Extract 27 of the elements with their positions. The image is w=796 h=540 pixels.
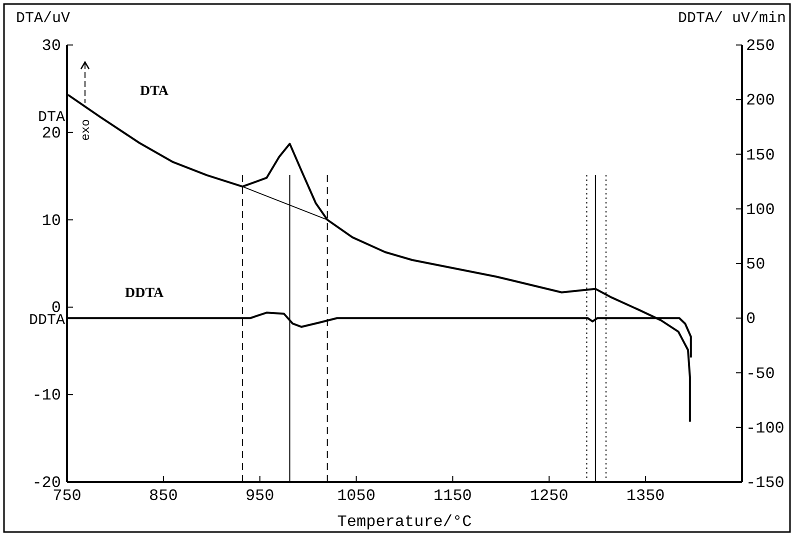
y-axis-title: DTA/uV [16,10,70,27]
y-tick-label: -10 [32,386,61,405]
y2-tick-label: 100 [746,200,775,219]
series-label: DDTA [125,286,165,301]
y-tick-label: 10 [42,212,61,230]
y-tick-label: 20 [42,124,61,142]
x-tick-label: 1050 [337,487,376,505]
x-axis-title: Temperature/°C [337,513,472,531]
y2-tick-label: -100 [746,419,784,438]
y2-axis-title: DDTA/ uV/min [678,10,786,27]
y2-tick-label: -50 [746,364,775,383]
x-tick-label: 750 [52,487,82,505]
y2-tick-label: -150 [746,474,784,492]
y2-tick-label: 200 [746,92,775,110]
x-tick-label: 1350 [626,487,665,505]
x-tick-label: 1250 [530,487,568,505]
y2-tick-label: 0 [746,310,756,328]
x-tick-label: 950 [245,487,274,505]
x-tick-label: 850 [149,487,178,505]
annotation: exo [79,119,93,141]
text: DTA [38,108,65,126]
y2-tick-label: 250 [746,37,775,55]
x-tick-label: 1150 [434,487,472,505]
y2-tick-label: 50 [746,256,766,274]
y-tick-label: 30 [42,37,61,55]
text: DTA [140,84,170,99]
y2-tick-label: 150 [746,146,775,164]
